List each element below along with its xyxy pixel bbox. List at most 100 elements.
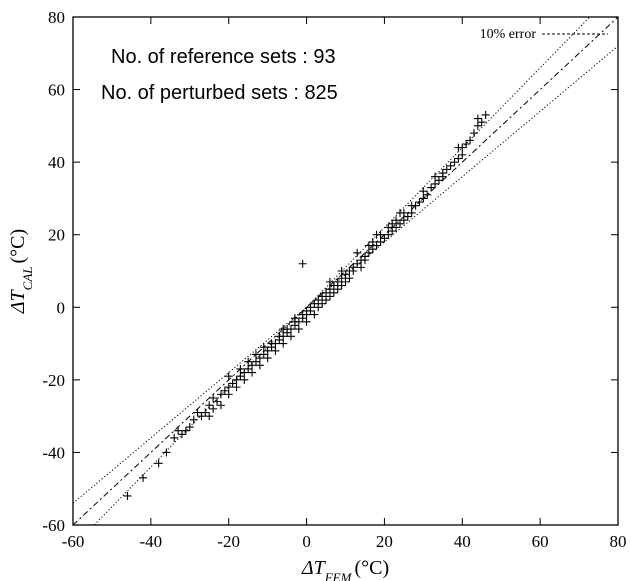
- data-point: [427, 183, 436, 192]
- data-point: [189, 415, 198, 424]
- data-point: [423, 190, 432, 199]
- data-point: [454, 143, 463, 152]
- data-point: [314, 296, 323, 305]
- x-tick-label: -20: [217, 532, 240, 551]
- data-point: [310, 310, 319, 319]
- data-point: [302, 317, 311, 326]
- data-point: [251, 357, 260, 366]
- data-point: [279, 332, 288, 341]
- data-point: [337, 281, 346, 290]
- data-point: [325, 285, 334, 294]
- data-point: [438, 169, 447, 178]
- x-tick-label: -40: [140, 532, 163, 551]
- y-tick-label: 20: [48, 226, 65, 245]
- data-point: [481, 110, 490, 119]
- data-point: [345, 274, 354, 283]
- data-point: [372, 230, 381, 239]
- data-point: [446, 161, 455, 170]
- data-point: [224, 372, 233, 381]
- data-point: [224, 390, 233, 399]
- y-axis-label-unit: (°C): [7, 229, 29, 264]
- data-point: [325, 277, 334, 286]
- data-point: [368, 245, 377, 254]
- data-point: [232, 383, 241, 392]
- data-point: [294, 325, 303, 334]
- legend-label: 10% error: [480, 27, 537, 42]
- data-point: [419, 194, 428, 203]
- data-point: [368, 237, 377, 246]
- data-point: [376, 237, 385, 246]
- data-point: [384, 230, 393, 239]
- data-point: [139, 473, 148, 482]
- data-point: [388, 227, 397, 236]
- data-point: [197, 412, 206, 421]
- data-point: [353, 259, 362, 268]
- data-point: [209, 394, 218, 402]
- data-point: [244, 357, 253, 366]
- legend: 10% error: [480, 27, 608, 42]
- data-point: [259, 350, 268, 359]
- data-point: [154, 459, 163, 468]
- data-point: [228, 379, 237, 388]
- data-point: [337, 274, 346, 283]
- data-point: [263, 354, 272, 363]
- data-point: [318, 292, 327, 301]
- data-point: [469, 129, 478, 138]
- reference-lines: [73, 17, 618, 525]
- y-tick-label: 40: [48, 153, 65, 172]
- data-point: [329, 288, 338, 297]
- y-tick-label: -60: [42, 516, 65, 535]
- data-point: [322, 296, 331, 305]
- data-point: [174, 426, 183, 435]
- data-point: [322, 288, 331, 297]
- data-point: [396, 208, 404, 217]
- data-point: [244, 364, 253, 373]
- annotation-perturbed-sets: No. of perturbed sets : 825: [101, 82, 338, 104]
- data-point: [431, 172, 440, 181]
- data-point: [248, 361, 257, 370]
- data-point: [205, 401, 214, 410]
- data-point: [294, 317, 303, 326]
- x-tick-label: -60: [62, 532, 85, 551]
- data-point: [162, 448, 171, 457]
- data-point: [353, 248, 362, 257]
- data-point: [450, 158, 459, 167]
- y-tick-label: -40: [42, 443, 65, 462]
- data-point: [185, 423, 194, 432]
- data-point: [388, 219, 397, 228]
- data-point: [220, 386, 229, 395]
- data-point: [415, 198, 424, 207]
- data-point: [333, 285, 342, 294]
- data-point: [407, 201, 416, 210]
- data-point: [442, 165, 451, 174]
- data-point: [399, 216, 408, 225]
- data-point: [248, 368, 257, 377]
- data-point: [205, 412, 214, 421]
- data-point: [333, 277, 342, 286]
- data-point: [431, 179, 440, 188]
- data-point: [290, 314, 299, 323]
- data-point: [403, 212, 412, 221]
- data-point: [287, 332, 295, 341]
- data-point: [357, 263, 366, 272]
- data-point: [279, 339, 288, 348]
- x-tick-label: 0: [302, 532, 311, 551]
- data-point: [462, 140, 471, 148]
- data-points: [123, 110, 490, 500]
- data-point: [170, 433, 179, 442]
- y-axis-label-sub: CAL: [20, 266, 35, 290]
- data-point: [364, 241, 373, 250]
- data-point: [407, 208, 416, 217]
- data-point: [372, 241, 381, 250]
- data-point: [263, 346, 272, 355]
- data-point: [473, 114, 482, 123]
- data-point: [181, 426, 190, 435]
- data-point: [306, 306, 315, 315]
- data-point: [419, 187, 428, 196]
- data-point: [255, 354, 264, 363]
- data-point: [255, 361, 264, 370]
- x-tick-label: 40: [454, 532, 471, 551]
- data-point: [384, 223, 393, 232]
- data-point: [224, 383, 233, 392]
